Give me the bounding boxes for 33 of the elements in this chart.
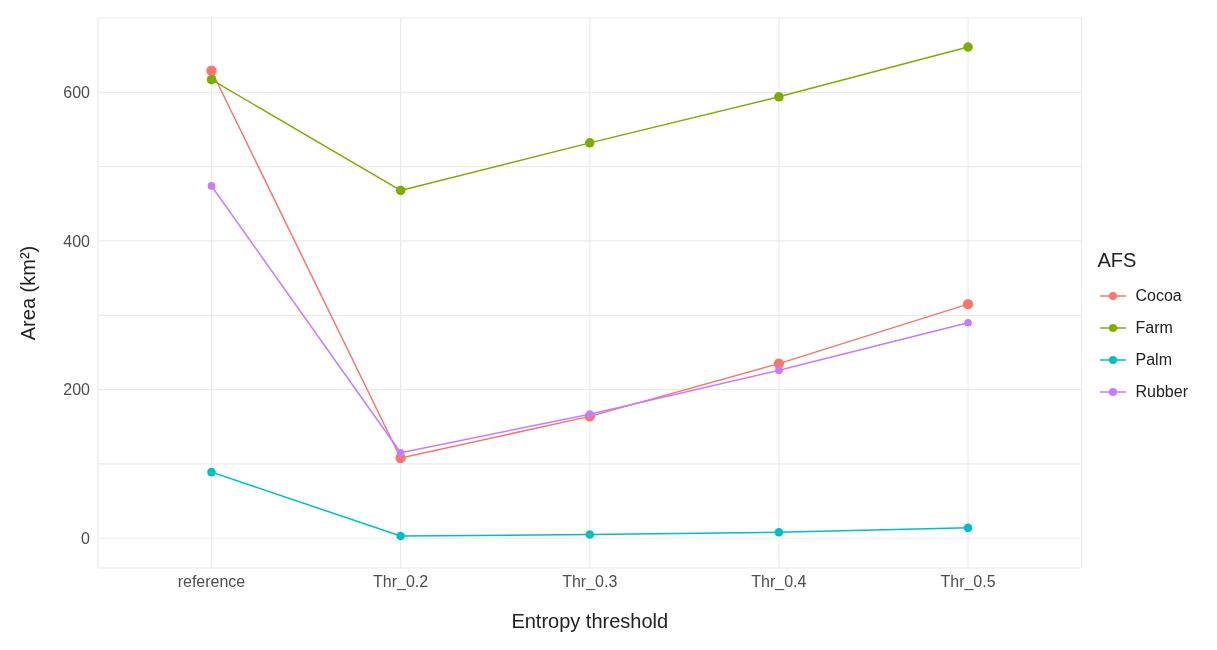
- point: [207, 467, 216, 477]
- legend-label: Palm: [1134, 349, 1173, 370]
- x-tick-label: Thr_0.5: [940, 573, 996, 592]
- y-tick-label: 600: [63, 84, 91, 101]
- y-axis-title: Area (km²): [17, 245, 40, 341]
- point: [774, 528, 784, 537]
- x-tick-label: Thr_0.4: [751, 573, 807, 592]
- legend-label: Rubber: [1134, 381, 1188, 402]
- point: [585, 410, 594, 418]
- y-tick-label: 400: [63, 232, 91, 250]
- point: [774, 92, 784, 102]
- x-tick-label: Thr_0.2: [373, 573, 429, 592]
- point: [585, 138, 595, 148]
- point: [396, 448, 405, 457]
- point: [585, 530, 595, 539]
- point: [963, 42, 973, 52]
- point: [206, 65, 217, 76]
- y-tick-label: 0: [81, 529, 91, 547]
- point: [775, 366, 783, 375]
- point: [206, 74, 217, 85]
- y-tick-label: 200: [63, 381, 91, 399]
- x-tick-label: Thr_0.3: [562, 573, 618, 592]
- point: [963, 523, 973, 533]
- point: [207, 182, 216, 190]
- legend-label: Cocoa: [1134, 285, 1183, 306]
- legend-label: Farm: [1134, 317, 1174, 338]
- point: [962, 298, 974, 310]
- point: [964, 318, 972, 327]
- point: [396, 531, 405, 541]
- point: [395, 185, 406, 196]
- x-axis-title: Entropy threshold: [511, 610, 669, 632]
- legend-title: AFS: [1097, 248, 1138, 272]
- x-tick-label: reference: [177, 573, 246, 591]
